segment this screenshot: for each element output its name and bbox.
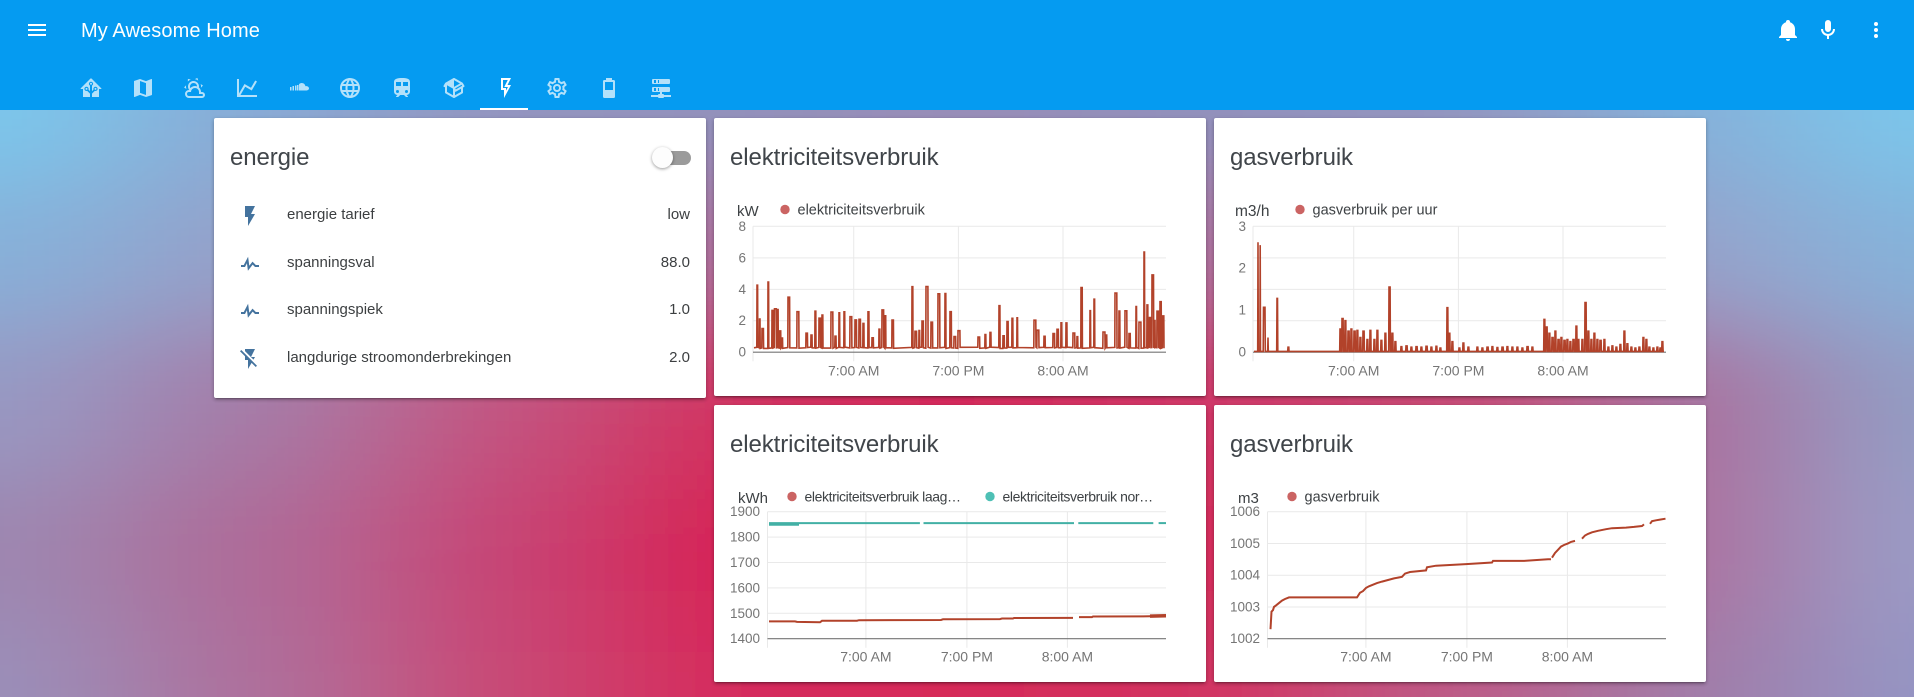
svg-text:7:00 PM: 7:00 PM [1432, 362, 1484, 378]
svg-text:7:00 AM: 7:00 AM [828, 362, 879, 378]
svg-text:elektriciteitsverbruik laag…: elektriciteitsverbruik laag… [805, 488, 961, 504]
svg-text:0: 0 [1238, 344, 1246, 359]
svg-text:1500: 1500 [730, 605, 760, 620]
svg-text:1002: 1002 [1230, 631, 1260, 646]
svg-text:6: 6 [738, 250, 746, 265]
svg-text:7:00 AM: 7:00 AM [840, 648, 891, 664]
svg-text:7:00 PM: 7:00 PM [1441, 648, 1493, 664]
svg-text:7:00 PM: 7:00 PM [941, 648, 993, 664]
svg-text:1700: 1700 [730, 555, 760, 570]
svg-text:1006: 1006 [1230, 504, 1260, 519]
svg-text:7:00 AM: 7:00 AM [1340, 648, 1391, 664]
svg-text:3: 3 [1238, 218, 1246, 233]
svg-text:kW: kW [737, 203, 760, 220]
svg-text:7:00 AM: 7:00 AM [1328, 362, 1379, 378]
svg-text:m3/h: m3/h [1235, 203, 1269, 220]
svg-text:kWh: kWh [738, 490, 768, 507]
svg-text:1005: 1005 [1230, 535, 1260, 550]
svg-text:7:00 PM: 7:00 PM [932, 362, 984, 378]
svg-text:2: 2 [738, 313, 746, 328]
svg-text:elektriciteitsverbruik nor…: elektriciteitsverbruik nor… [1003, 488, 1153, 504]
svg-text:1400: 1400 [730, 631, 760, 646]
svg-text:8:00 AM: 8:00 AM [1537, 362, 1588, 378]
svg-text:1600: 1600 [730, 580, 760, 595]
svg-text:1: 1 [1238, 302, 1246, 317]
svg-text:0: 0 [738, 344, 746, 359]
svg-text:8:00 AM: 8:00 AM [1037, 362, 1088, 378]
svg-text:gasverbruik: gasverbruik [1305, 489, 1381, 505]
svg-text:8:00 AM: 8:00 AM [1042, 648, 1093, 664]
svg-text:elektriciteitsverbruik: elektriciteitsverbruik [798, 202, 926, 218]
svg-text:1900: 1900 [730, 504, 760, 519]
svg-text:2: 2 [1238, 260, 1246, 275]
svg-text:4: 4 [738, 281, 746, 296]
svg-text:1004: 1004 [1230, 567, 1261, 582]
svg-text:8:00 AM: 8:00 AM [1542, 648, 1593, 664]
svg-text:8: 8 [738, 218, 746, 233]
svg-text:1003: 1003 [1230, 599, 1260, 614]
svg-text:gasverbruik per uur: gasverbruik per uur [1313, 202, 1438, 218]
svg-text:1800: 1800 [730, 529, 760, 544]
svg-text:m3: m3 [1238, 490, 1259, 507]
